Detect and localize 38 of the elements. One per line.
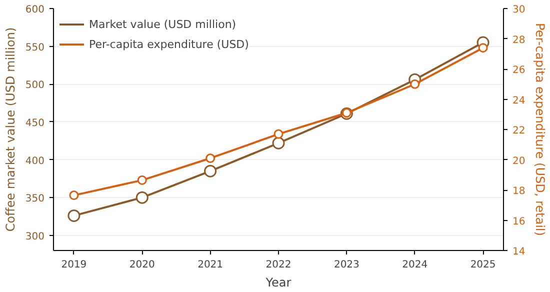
x-axis-title: Year [264, 276, 292, 290]
x-tick-label: 2025 [470, 260, 496, 270]
y-tick-label: 550 [25, 42, 45, 54]
point [204, 164, 217, 178]
point [137, 175, 147, 185]
y-tick-label: 600 [25, 4, 45, 16]
y-axis-title: Coffee market value (USD million) [3, 27, 18, 232]
y-tick-label: 400 [25, 156, 45, 167]
point [478, 43, 488, 53]
x-tick-label: 2021 [198, 260, 224, 270]
x-tick-label: 2020 [129, 260, 155, 270]
point [136, 191, 148, 204]
y-tick-label: 500 [25, 80, 45, 92]
y2-tick-label: 28 [512, 34, 526, 46]
x-tick-label: 2019 [61, 260, 87, 270]
y2-tick-label: 20 [512, 156, 526, 167]
x-tick-label: 2023 [334, 260, 360, 270]
y-tick-label: 350 [25, 194, 45, 205]
point [69, 190, 79, 200]
point [272, 136, 285, 150]
y2-tick-label: 24 [512, 95, 526, 106]
y2-tick-label: 30 [512, 4, 526, 16]
legend-label: Per-capita expenditure (USD) [89, 38, 249, 50]
x-tick-label: 2022 [266, 260, 292, 270]
point [206, 153, 216, 163]
point [410, 79, 420, 89]
y-tick-label: 450 [25, 118, 45, 129]
legend-label: Market value (USD million) [89, 18, 236, 30]
y2-tick-label: 18 [512, 186, 526, 197]
y2-tick-label: 16 [512, 216, 526, 228]
y-tick-label: 300 [25, 231, 45, 242]
point [274, 129, 284, 139]
point [68, 209, 80, 222]
y2-tick-label: 14 [512, 246, 526, 258]
y2-axis-title: Per-capita expenditure (USD, retail) [533, 23, 548, 236]
y2-tick-label: 26 [512, 65, 526, 76]
y2-tick-label: 22 [512, 126, 526, 136]
x-tick-label: 2024 [402, 260, 428, 270]
